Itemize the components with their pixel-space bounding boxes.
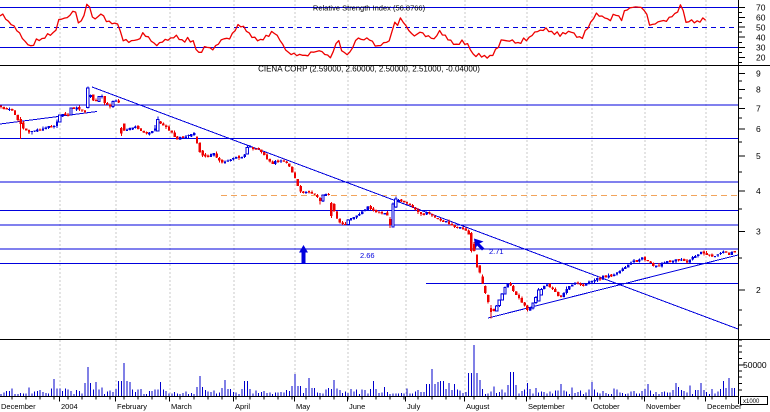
svg-text:7: 7 bbox=[756, 104, 761, 114]
svg-text:December: December bbox=[707, 402, 742, 411]
svg-text:2: 2 bbox=[756, 285, 761, 295]
svg-text:September: September bbox=[528, 402, 565, 411]
svg-text:50: 50 bbox=[756, 22, 766, 32]
svg-text:x1000: x1000 bbox=[743, 399, 760, 405]
svg-text:June: June bbox=[349, 402, 365, 411]
svg-text:February: February bbox=[117, 402, 147, 411]
svg-text:70: 70 bbox=[756, 3, 766, 13]
svg-text:30: 30 bbox=[756, 43, 766, 53]
svg-text:October: October bbox=[593, 402, 620, 411]
svg-text:3: 3 bbox=[756, 227, 761, 237]
svg-text:April: April bbox=[235, 402, 250, 411]
svg-text:2.66: 2.66 bbox=[360, 251, 375, 260]
svg-text:8: 8 bbox=[756, 85, 761, 95]
svg-text:9: 9 bbox=[756, 69, 761, 79]
svg-text:May: May bbox=[296, 402, 310, 411]
svg-text:March: March bbox=[171, 402, 192, 411]
svg-text:40: 40 bbox=[756, 32, 766, 42]
svg-text:CIENA CORP (2.59000, 2.60000,: CIENA CORP (2.59000, 2.60000, 2.50000, 2… bbox=[258, 65, 480, 74]
svg-text:December: December bbox=[1, 402, 36, 411]
svg-text:50000: 50000 bbox=[743, 360, 767, 370]
svg-text:4: 4 bbox=[756, 186, 761, 196]
svg-text:2004: 2004 bbox=[61, 402, 78, 411]
svg-text:20: 20 bbox=[756, 53, 766, 63]
svg-text:July: July bbox=[407, 402, 421, 411]
svg-text:August: August bbox=[466, 402, 490, 411]
svg-text:2.71: 2.71 bbox=[489, 247, 504, 256]
svg-text:6: 6 bbox=[756, 124, 761, 134]
svg-text:November: November bbox=[646, 402, 681, 411]
svg-text:Relative Strength Index (56.87: Relative Strength Index (56.8766) bbox=[313, 4, 426, 13]
svg-text:60: 60 bbox=[756, 13, 766, 23]
svg-text:5: 5 bbox=[756, 151, 761, 161]
